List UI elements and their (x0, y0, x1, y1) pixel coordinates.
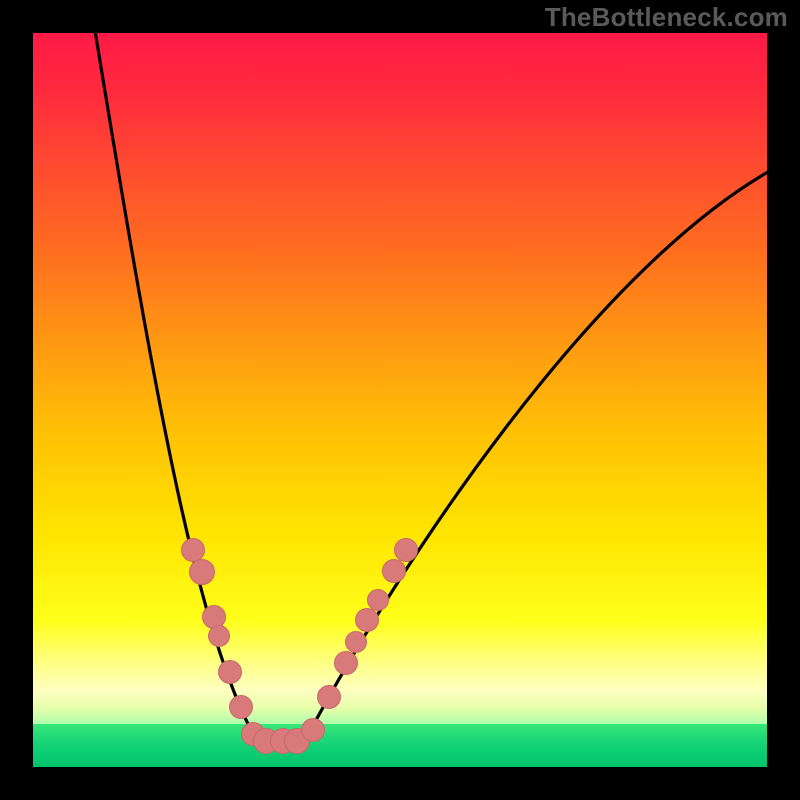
data-marker (394, 538, 418, 562)
data-marker (345, 631, 367, 653)
watermark-text: TheBottleneck.com (545, 2, 788, 33)
plot-area (33, 33, 767, 767)
curve-layer (33, 33, 767, 767)
data-marker (218, 660, 242, 684)
chart-stage: TheBottleneck.com (0, 0, 800, 800)
data-marker (189, 559, 215, 585)
data-marker (355, 608, 379, 632)
curve-right-branch (305, 172, 767, 741)
data-marker (334, 651, 358, 675)
data-marker (317, 685, 341, 709)
data-marker (301, 718, 325, 742)
data-marker (208, 625, 230, 647)
data-marker (181, 538, 205, 562)
data-marker (382, 559, 406, 583)
data-marker (367, 589, 389, 611)
curve-left-branch (95, 33, 256, 741)
data-marker (229, 695, 253, 719)
